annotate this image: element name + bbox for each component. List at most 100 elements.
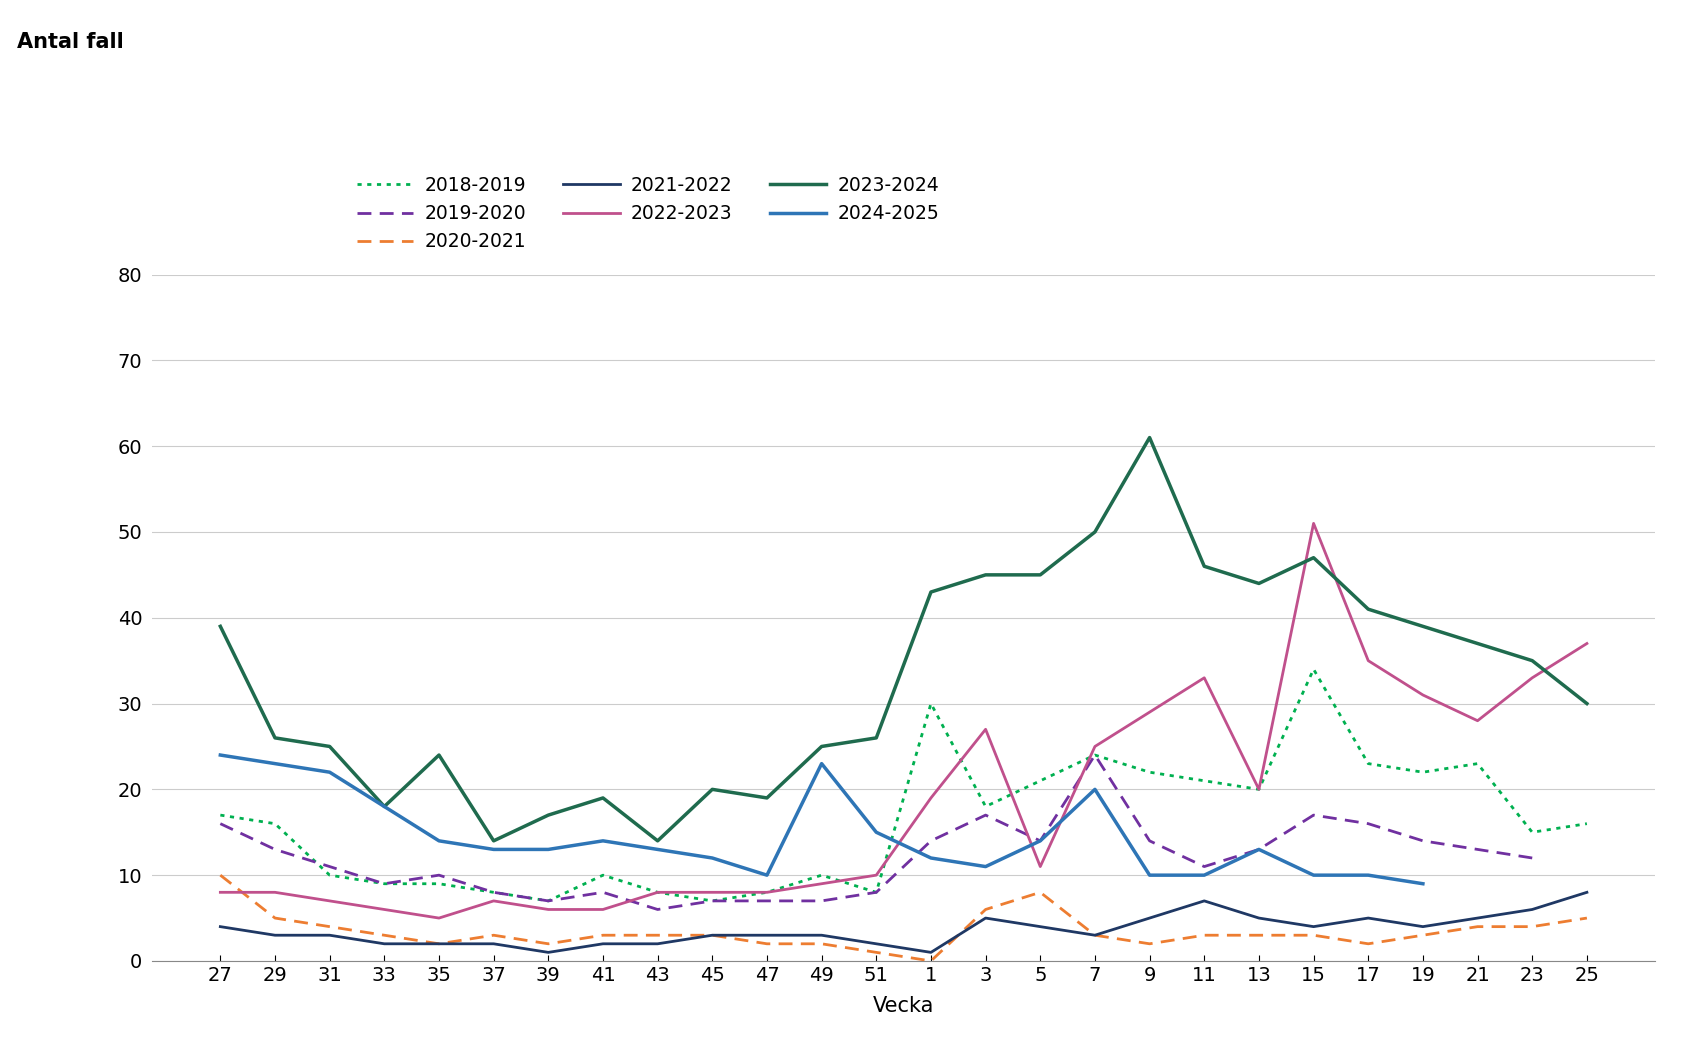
2023-2024 [703, 784, 723, 796]
2018-2019 [757, 886, 777, 899]
2023-2024 [647, 834, 667, 847]
2020-2021 [1358, 938, 1378, 950]
2023-2024 [539, 809, 559, 822]
2021-2022 [375, 938, 395, 950]
2018-2019 [866, 886, 887, 899]
2021-2022 [429, 938, 449, 950]
2020-2021 [429, 938, 449, 950]
2021-2022 [1030, 921, 1051, 934]
2023-2024 [1412, 620, 1432, 633]
2018-2019 [429, 878, 449, 890]
2019-2020 [1194, 861, 1214, 873]
2019-2020 [319, 861, 339, 873]
2023-2024 [593, 792, 613, 805]
2020-2021 [976, 903, 997, 916]
2018-2019 [921, 697, 941, 710]
2018-2019 [1578, 817, 1598, 830]
2023-2024 [866, 732, 887, 744]
2021-2022 [1140, 911, 1160, 924]
2021-2022 [703, 929, 723, 942]
2020-2021 [375, 929, 395, 942]
2018-2019 [1468, 757, 1488, 770]
2021-2022 [593, 938, 613, 950]
2019-2020 [1030, 834, 1051, 847]
2018-2019 [375, 878, 395, 890]
2021-2022 [1412, 921, 1432, 934]
2022-2023 [1304, 517, 1324, 530]
2021-2022 [811, 929, 831, 942]
2022-2023 [757, 886, 777, 899]
2022-2023 [647, 886, 667, 899]
2022-2023 [1140, 705, 1160, 718]
2024-2025 [1084, 784, 1105, 796]
2024-2025 [539, 843, 559, 855]
2021-2022 [647, 938, 667, 950]
2022-2023 [1358, 655, 1378, 667]
2020-2021 [1194, 929, 1214, 942]
2022-2023 [1468, 714, 1488, 727]
2024-2025 [1304, 869, 1324, 882]
2019-2020 [1358, 817, 1378, 830]
Text: Antal fall: Antal fall [17, 32, 123, 52]
2020-2021 [1522, 921, 1542, 934]
2020-2021 [483, 929, 503, 942]
2019-2020 [1248, 843, 1268, 855]
2022-2023 [921, 792, 941, 805]
2020-2021 [703, 929, 723, 942]
2021-2022 [483, 938, 503, 950]
2024-2025 [866, 826, 887, 838]
2023-2024 [757, 792, 777, 805]
2022-2023 [483, 894, 503, 907]
2019-2020 [703, 894, 723, 907]
2018-2019 [265, 817, 285, 830]
2018-2019 [1084, 749, 1105, 761]
2024-2025 [1194, 869, 1214, 882]
2018-2019 [976, 800, 997, 813]
Line: 2022-2023: 2022-2023 [220, 524, 1588, 918]
2019-2020 [375, 878, 395, 890]
2023-2024 [1248, 577, 1268, 589]
2021-2022 [757, 929, 777, 942]
2021-2022 [1304, 921, 1324, 934]
2018-2019 [209, 809, 230, 822]
2022-2023 [539, 903, 559, 916]
2019-2020 [593, 886, 613, 899]
2021-2022 [319, 929, 339, 942]
2022-2023 [976, 723, 997, 736]
2019-2020 [811, 894, 831, 907]
2022-2023 [866, 869, 887, 882]
2020-2021 [1412, 929, 1432, 942]
2019-2020 [539, 894, 559, 907]
2021-2022 [1358, 911, 1378, 924]
2020-2021 [1084, 929, 1105, 942]
2021-2022 [1248, 911, 1268, 924]
2023-2024 [319, 740, 339, 753]
2022-2023 [593, 903, 613, 916]
2020-2021 [1140, 938, 1160, 950]
Line: 2021-2022: 2021-2022 [220, 892, 1588, 953]
2020-2021 [1248, 929, 1268, 942]
2018-2019 [319, 869, 339, 882]
2019-2020 [483, 886, 503, 899]
2024-2025 [976, 861, 997, 873]
2019-2020 [1084, 749, 1105, 761]
2024-2025 [429, 834, 449, 847]
2024-2025 [1358, 869, 1378, 882]
2018-2019 [1248, 784, 1268, 796]
Line: 2019-2020: 2019-2020 [220, 755, 1532, 909]
2019-2020 [1468, 843, 1488, 855]
2024-2025 [265, 757, 285, 770]
2018-2019 [1140, 766, 1160, 778]
2019-2020 [1304, 809, 1324, 822]
2020-2021 [593, 929, 613, 942]
2018-2019 [1358, 757, 1378, 770]
2024-2025 [1248, 843, 1268, 855]
2018-2019 [1030, 774, 1051, 787]
2023-2024 [483, 834, 503, 847]
2021-2022 [921, 946, 941, 959]
2022-2023 [429, 911, 449, 924]
2023-2024 [976, 568, 997, 581]
2023-2024 [921, 586, 941, 599]
2023-2024 [375, 800, 395, 813]
2018-2019 [539, 894, 559, 907]
